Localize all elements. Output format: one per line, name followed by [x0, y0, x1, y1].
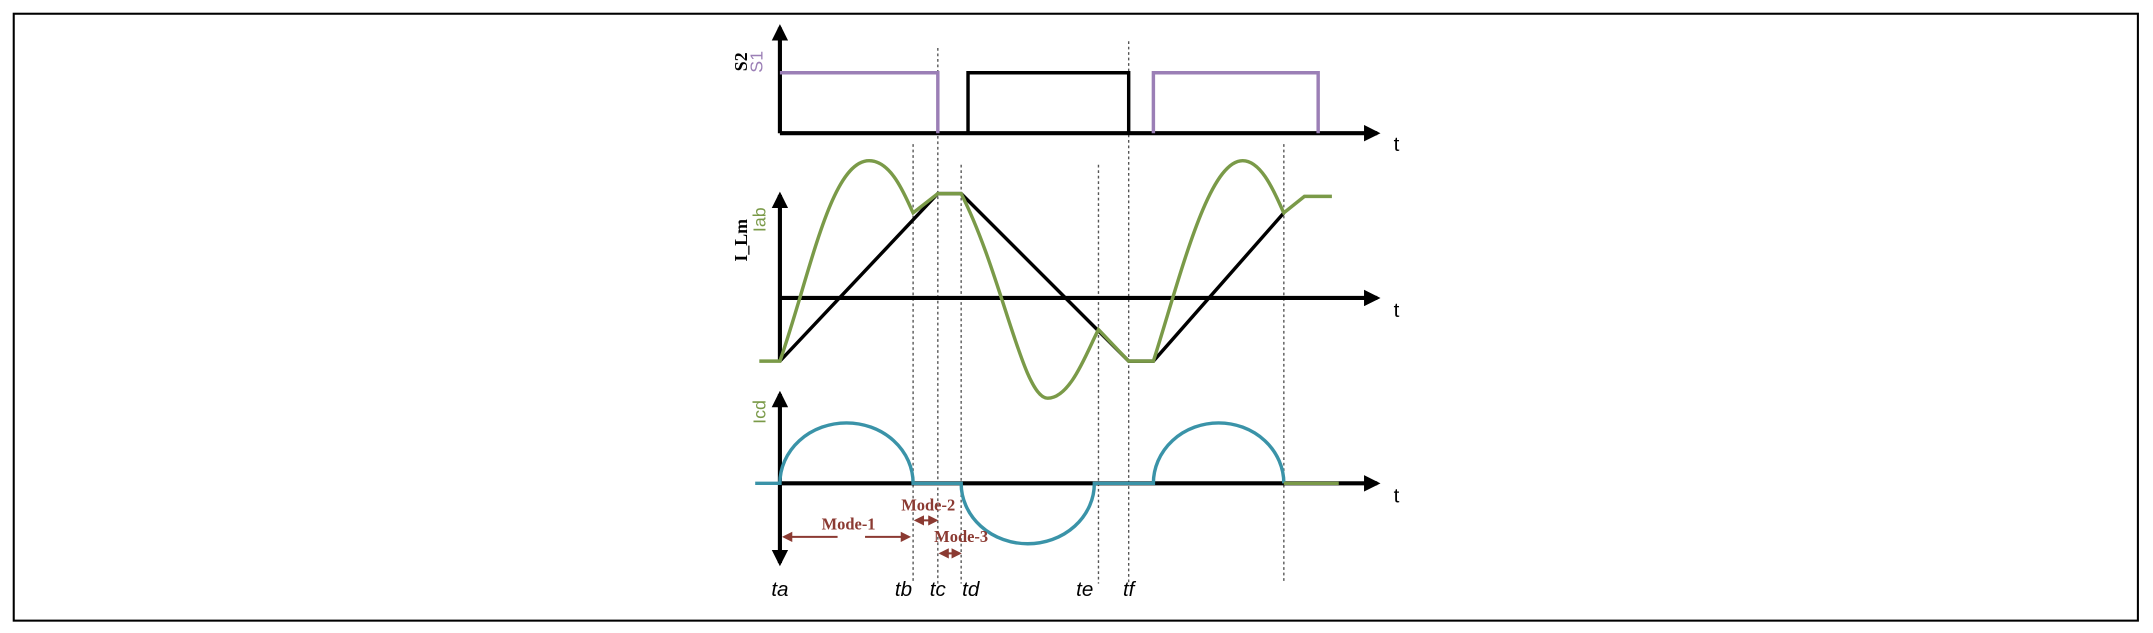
x-label: t	[1394, 133, 1400, 156]
time-mark: tc	[930, 578, 947, 601]
mode-arrows	[781, 515, 962, 559]
y-label: Iab	[749, 207, 769, 232]
y-label: Icd	[749, 400, 769, 424]
x-label: t	[1394, 299, 1400, 322]
mode-label: Mode-1	[822, 515, 876, 534]
mode-label: Mode-3	[934, 527, 988, 546]
time-mark: td	[962, 578, 980, 601]
time-mark: te	[1076, 578, 1093, 601]
time-mark: tb	[895, 578, 912, 601]
time-mark: tf	[1123, 578, 1137, 601]
mode-label: Mode-2	[901, 495, 955, 514]
waveforms	[755, 71, 1339, 546]
time-mark: ta	[771, 578, 788, 601]
y-label: I_Lm	[731, 219, 751, 262]
y-label: S1	[747, 51, 767, 73]
frame	[12, 12, 2139, 622]
x-label: t	[1394, 484, 1400, 507]
axes	[771, 24, 1381, 567]
y-label: S2	[731, 52, 751, 71]
